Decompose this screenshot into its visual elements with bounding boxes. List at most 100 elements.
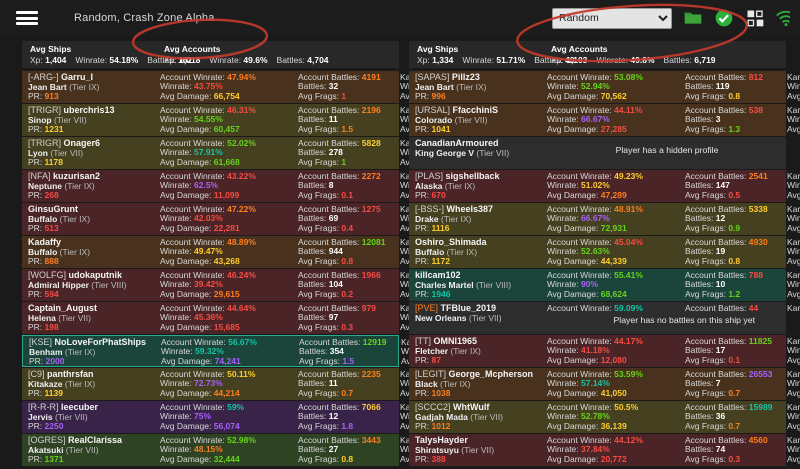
player-row[interactable]: CanadianArmoured King George V (Tier VII)…	[409, 137, 786, 169]
battle-mode-select[interactable]: Random	[552, 7, 672, 29]
stat-label: PR:	[28, 124, 45, 135]
ship-name: Jervis	[28, 411, 53, 422]
player-row[interactable]: [-ARG-] Garru_I Jean Bart (Tier IX) PR: 91…	[22, 71, 453, 103]
stat-line: Avg Damage: 44,214	[160, 388, 298, 398]
player-row[interactable]: TalysHayder Shiratsuyu (Tier VII) PR: 388 A…	[409, 434, 800, 466]
stat-label: Battles:	[298, 81, 329, 92]
ship-line: Buffalo (Tier IX)	[415, 247, 547, 257]
stat-value: 57.91%	[194, 147, 223, 158]
stat-line: Avg Frags: 0.7	[298, 388, 400, 398]
stat-label: Account Winrate:	[160, 204, 228, 214]
player-name-line: [-BSS-] Wheels387	[415, 204, 547, 215]
player-row[interactable]: [SCCC2] WhtWulf Gadjah Mada (Tier VII) PR:…	[409, 401, 800, 433]
hamburger-menu-icon[interactable]	[16, 11, 38, 25]
stat-value: 1	[341, 90, 347, 101]
player-row[interactable]: [NFA] kuzurisan2 Neptune (Tier IX) PR: 268…	[22, 170, 446, 202]
player-row[interactable]: Oshiro_Shimada Buffalo (Tier IX) PR: 1172 A…	[409, 236, 800, 268]
stat-label: Winrate:	[547, 378, 582, 389]
stat-col-battles: Account Battles: 12919 Battles: 354 Avg Fr…	[299, 337, 401, 366]
player-row[interactable]: [-BSS-] Wheels387 Drake (Tier IX) PR: 1116…	[409, 203, 800, 235]
stat-label: Avg Damage:	[547, 255, 601, 266]
player-name-line: killcam102	[415, 270, 547, 281]
stat-label: Battles:	[298, 180, 329, 191]
stat-line: Winrate: 51.02%	[547, 181, 685, 190]
stat-col-battles: Account Battles: 2272 Battles: 8 Avg Frags…	[298, 171, 400, 200]
stat-label: Avg Frags:	[298, 453, 342, 464]
stat-label: Avg Frags:	[298, 156, 342, 167]
player-row[interactable]: [TT] OMNI1965 Fletcher (Tier IX) PR: 87 Acc…	[409, 335, 800, 367]
clan-tag: [OGRES]	[28, 435, 69, 445]
player-row[interactable]: [R-R-R] leecuber Jervis (Tier VII) PR: 225…	[22, 401, 453, 433]
player-name: WhtWulf	[453, 402, 490, 412]
stat-line: Avg Frags: 0.1	[298, 190, 400, 200]
stat-line: PR: 888	[28, 257, 160, 266]
player-row[interactable]: [LEGIT] George_Mcpherson Black (Tier IX) P…	[409, 368, 800, 400]
avg-accounts-title: Avg Accounts	[551, 44, 608, 54]
stat-line: Avg Damage: 15,685	[160, 322, 298, 332]
stat-value: 56,074	[213, 420, 240, 431]
stat-value: 46.31%	[227, 105, 256, 115]
stat-label: Winrate:	[547, 345, 582, 356]
player-name: RealClarissa	[68, 435, 123, 445]
stat-value: 1231	[44, 124, 64, 135]
player-row[interactable]: [PLAS] sigshellback Alaska (Tier IX) PR: 6…	[409, 170, 800, 202]
player-row[interactable]: [SAPAS] Pillz23 Jean Bart (Tier IX) PR: 99…	[409, 71, 800, 103]
player-row[interactable]: Captain_August Helena (Tier VII) PR: 198 Ac…	[22, 302, 446, 334]
stat-col-winrate: Account Winrate: 43.22% Winrate: 62.5% Avg…	[160, 171, 298, 200]
player-row[interactable]: [PVE] TFBlue_2019 New Orleans (Tier VII) A…	[409, 302, 800, 334]
wifi-icon[interactable]	[776, 8, 790, 28]
teams-container: Avg Ships Xp: 1,404 Winrate: 54.18% Battles…	[0, 36, 800, 467]
stat-line: Account Battles: 1275	[298, 204, 400, 214]
stat-line: Avg Frags: 1.2	[685, 289, 787, 299]
stat-line: Avg Frags: 1.3	[685, 124, 787, 134]
stat-label: PR:	[415, 256, 432, 267]
stat-value: 45.36%	[194, 312, 223, 323]
stat-value: 0.2	[341, 288, 354, 299]
player-row[interactable]: killcam102 Charles Martel (Tier VIII) PR: …	[409, 269, 800, 301]
ship-tier: (Tier IX)	[438, 213, 472, 224]
stat-col-winrate: Account Winrate: 53.08% Winrate: 52.94% Av…	[547, 72, 685, 101]
stat-value: 56.67%	[228, 337, 257, 347]
player-row[interactable]: [WOLFG] udokaputnik Admiral Hipper (Tier …	[22, 269, 446, 301]
player-row[interactable]: Kadaffy Buffalo (Tier IX) PR: 888 Account W…	[22, 236, 453, 268]
stat-label: Account Winrate:	[547, 369, 615, 379]
stat-col-battles: Account Battles: 812 Battles: 119 Avg Frag…	[685, 72, 787, 101]
stat-label: Battles:	[685, 411, 716, 422]
grid-icon[interactable]	[745, 8, 765, 28]
stat-value: 72,931	[600, 222, 627, 233]
stat-value: 60,457	[213, 123, 240, 134]
stat-line: Battles: 278	[298, 148, 400, 157]
player-row[interactable]: [C9] panthrsfan Kitakaze (Tier IX) PR: 113…	[22, 368, 453, 400]
player-row[interactable]: [OGRES] RealClarissa Akatsuki (Tier VII) P…	[22, 434, 453, 466]
stat-line: Avg Damage: 32,444	[160, 454, 298, 464]
summary-group-avg-accounts: Avg Accounts Xp: 1,018 Winrate: 49.6% Battl…	[164, 44, 393, 66]
player-row[interactable]: [KSE] NoLoveForPhatShips Benham (Tier IX)…	[22, 335, 454, 367]
ship-tier: (Tier IX)	[453, 81, 487, 92]
stat-value: 2272	[361, 171, 381, 181]
avg-ships-title: Avg Ships	[30, 44, 72, 54]
stat-line: Account Battles: 4930	[685, 237, 787, 247]
player-row[interactable]: [TRIGR] Onager6 Lyon (Tier VII) PR: 1178 Ac…	[22, 137, 453, 169]
clan-tag: [-ARG-]	[28, 72, 61, 82]
ship-tier: (Tier IX)	[57, 213, 91, 224]
ship-line: Shiratsuyu (Tier VII)	[415, 445, 547, 455]
player-name-line: [KSE] NoLoveForPhatShips	[29, 337, 161, 348]
stat-label: Winrate:	[547, 444, 582, 455]
player-name: GinsuGrunt	[28, 204, 78, 214]
folder-icon[interactable]	[683, 8, 703, 28]
check-circle-icon[interactable]	[714, 8, 734, 28]
stat-label: Account Winrate:	[160, 138, 228, 148]
stat-line: Battles: 104	[298, 280, 400, 289]
stat-line: Avg Xp: 1,435	[787, 421, 800, 431]
player-row[interactable]: [TRIGR] uberchris13 Sinop (Tier VII) PR: 1…	[22, 104, 453, 136]
player-identity: [URSAL] FfacchiniS Colorado (Tier VII) PR:…	[415, 105, 547, 135]
player-name-line: TalysHayder	[415, 435, 547, 446]
ship-line: Buffalo (Tier IX)	[28, 247, 160, 257]
player-identity: [TRIGR] Onager6 Lyon (Tier VII) PR: 1178	[28, 138, 160, 168]
stat-value: 979	[361, 303, 376, 313]
player-row[interactable]: [URSAL] FfacchiniS Colorado (Tier VII) PR:…	[409, 104, 800, 136]
player-row[interactable]: GinsuGrunt Buffalo (Tier IX) PR: 513 Accoun…	[22, 203, 446, 235]
stat-label: Avg Frags:	[685, 387, 729, 398]
stat-col-winrate: Account Winrate: 44.12% Winrate: 37.84% Av…	[547, 435, 685, 464]
